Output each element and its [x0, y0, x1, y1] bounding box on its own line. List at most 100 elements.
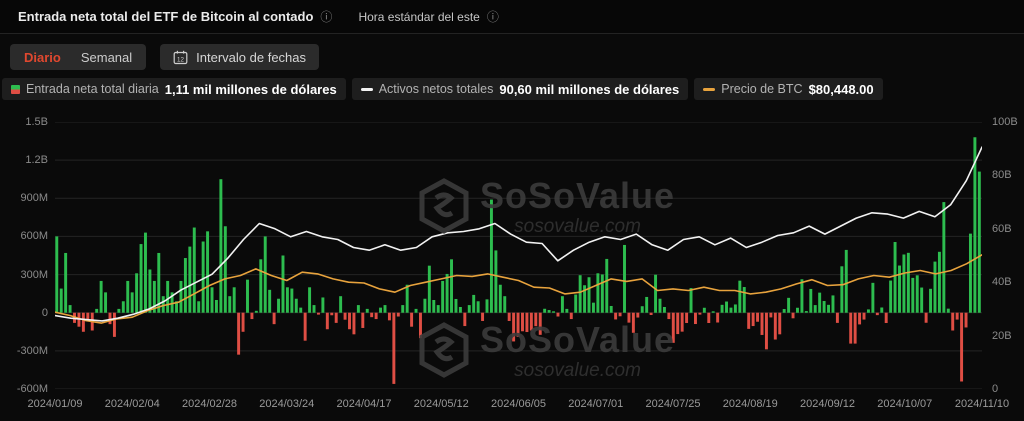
netflow-bar[interactable] [875, 312, 879, 316]
netflow-bar[interactable] [450, 259, 453, 313]
netflow-bar[interactable] [716, 312, 720, 323]
netflow-bar[interactable] [55, 236, 59, 313]
netflow-bar[interactable] [157, 252, 161, 313]
netflow-bar[interactable] [694, 312, 697, 325]
netflow-bar[interactable] [800, 279, 804, 313]
netflow-bar[interactable] [334, 312, 338, 323]
netflow-bar[interactable] [458, 306, 462, 313]
netflow-bar[interactable] [268, 289, 272, 313]
netflow-bar[interactable] [81, 312, 85, 332]
netflow-bar[interactable] [104, 292, 108, 313]
total-net-assets-line[interactable] [55, 146, 982, 322]
netflow-bar[interactable] [232, 287, 236, 313]
netflow-bar[interactable] [507, 312, 511, 321]
netflow-bar[interactable] [476, 301, 480, 313]
netflow-bar[interactable] [942, 202, 946, 313]
netflow-bar[interactable] [95, 308, 99, 313]
netflow-bar[interactable] [840, 266, 844, 313]
netflow-bar[interactable] [707, 312, 711, 324]
netflow-bar[interactable] [64, 252, 68, 313]
chart-area[interactable]: SoSoValue sosovalue.com SoSoValue sosova… [0, 110, 1024, 421]
netflow-bar[interactable] [920, 287, 924, 313]
netflow-bar[interactable] [108, 312, 112, 325]
netflow-bar[interactable] [977, 171, 981, 313]
netflow-bar[interactable] [898, 265, 901, 313]
netflow-bar[interactable] [725, 301, 728, 313]
netflow-bar[interactable] [348, 312, 351, 330]
netflow-bar[interactable] [512, 312, 516, 342]
netflow-bar[interactable] [711, 311, 715, 313]
netflow-bar[interactable] [308, 287, 312, 313]
netflow-bar[interactable] [827, 304, 830, 313]
netflow-bar[interactable] [299, 307, 303, 313]
netflow-bar[interactable] [237, 312, 241, 355]
netflow-bar[interactable] [751, 312, 755, 327]
netflow-bar[interactable] [742, 287, 746, 313]
netflow-bar[interactable] [636, 312, 640, 318]
netflow-bar[interactable] [853, 312, 857, 344]
netflow-bar[interactable] [778, 312, 782, 335]
netflow-bar[interactable] [401, 305, 405, 313]
netflow-bar[interactable] [112, 312, 116, 337]
netflow-bar[interactable] [188, 246, 192, 313]
chart-plot[interactable] [55, 122, 982, 389]
netflow-bar[interactable] [379, 307, 383, 313]
netflow-bar[interactable] [152, 280, 156, 313]
netflow-bar[interactable] [161, 296, 165, 313]
netflow-bar[interactable] [924, 312, 928, 323]
netflow-bar[interactable] [285, 287, 289, 313]
netflow-bar[interactable] [658, 298, 662, 313]
netflow-bar[interactable] [117, 308, 121, 313]
netflow-bar[interactable] [383, 305, 387, 313]
netflow-bar[interactable] [441, 280, 445, 313]
netflow-bar[interactable] [698, 312, 702, 315]
netflow-bar[interactable] [312, 305, 316, 313]
netflow-bar[interactable] [906, 252, 910, 313]
netflow-bar[interactable] [370, 312, 374, 318]
netflow-bar[interactable] [166, 280, 170, 313]
netflow-bar[interactable] [281, 255, 285, 313]
netflow-bar[interactable] [139, 244, 143, 313]
netflow-bar[interactable] [228, 296, 232, 313]
netflow-bar[interactable] [760, 312, 764, 335]
netflow-bar[interactable] [680, 312, 684, 332]
netflow-bar[interactable] [538, 312, 542, 335]
netflow-bar[interactable] [183, 258, 187, 313]
netflow-bar[interactable] [387, 312, 391, 321]
netflow-bar[interactable] [729, 307, 733, 313]
netflow-bar[interactable] [246, 279, 249, 313]
netflow-bar[interactable] [773, 312, 777, 340]
netflow-bar[interactable] [405, 284, 409, 313]
netflow-bar[interactable] [600, 274, 604, 313]
tab-weekly[interactable]: Semanal [80, 49, 133, 65]
netflow-bar[interactable] [86, 312, 90, 321]
netflow-bar[interactable] [720, 304, 724, 313]
netflow-bar[interactable] [521, 312, 524, 332]
netflow-bar[interactable] [733, 304, 737, 313]
netflow-bar[interactable] [219, 179, 223, 313]
netflow-bar[interactable] [654, 274, 658, 313]
netflow-bar[interactable] [529, 312, 533, 331]
netflow-bar[interactable] [649, 312, 653, 315]
netflow-bar[interactable] [804, 311, 808, 313]
netflow-bar[interactable] [410, 312, 414, 327]
netflow-bar[interactable] [796, 307, 799, 313]
netflow-bar[interactable] [689, 288, 693, 313]
netflow-bar[interactable] [445, 273, 449, 313]
netflow-bar[interactable] [813, 305, 817, 313]
netflow-bar[interactable] [671, 312, 675, 343]
netflow-bar[interactable] [787, 297, 791, 313]
netflow-bar[interactable] [627, 312, 631, 323]
netflow-bar[interactable] [933, 261, 937, 313]
netflow-bar[interactable] [640, 306, 644, 313]
netflow-bar[interactable] [126, 280, 130, 313]
netflow-bar[interactable] [206, 231, 210, 313]
netflow-bar[interactable] [254, 310, 258, 313]
netflow-bar[interactable] [662, 306, 666, 313]
tab-daily[interactable]: Diario [24, 49, 61, 65]
title-info-icon[interactable]: ⓘ [320, 9, 333, 24]
netflow-bar[interactable] [144, 232, 147, 313]
netflow-bar[interactable] [960, 312, 964, 382]
netflow-bar[interactable] [303, 312, 307, 341]
netflow-bar[interactable] [454, 298, 458, 313]
